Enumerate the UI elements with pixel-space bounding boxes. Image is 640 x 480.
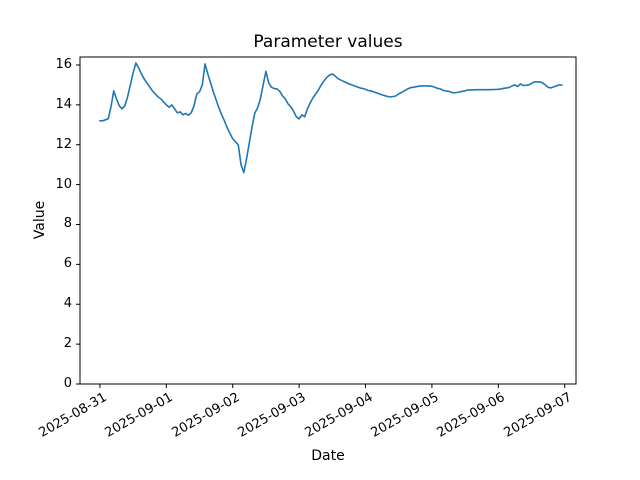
- y-tick-label: 10: [55, 176, 72, 192]
- y-tick-label: 2: [63, 336, 72, 352]
- y-tick-label: 14: [55, 96, 72, 112]
- y-tick-label: 6: [63, 256, 72, 272]
- chart-title: Parameter values: [253, 32, 403, 52]
- axes-spines: [79, 56, 577, 385]
- y-tick-label: 12: [55, 136, 72, 152]
- y-tick-label: 0: [63, 376, 72, 391]
- y-tick-label: 8: [63, 216, 72, 232]
- x-axis-label: Date: [311, 448, 345, 464]
- y-tick-label: 16: [55, 56, 72, 72]
- y-tick-label: 4: [63, 296, 72, 312]
- line-series: [99, 62, 563, 174]
